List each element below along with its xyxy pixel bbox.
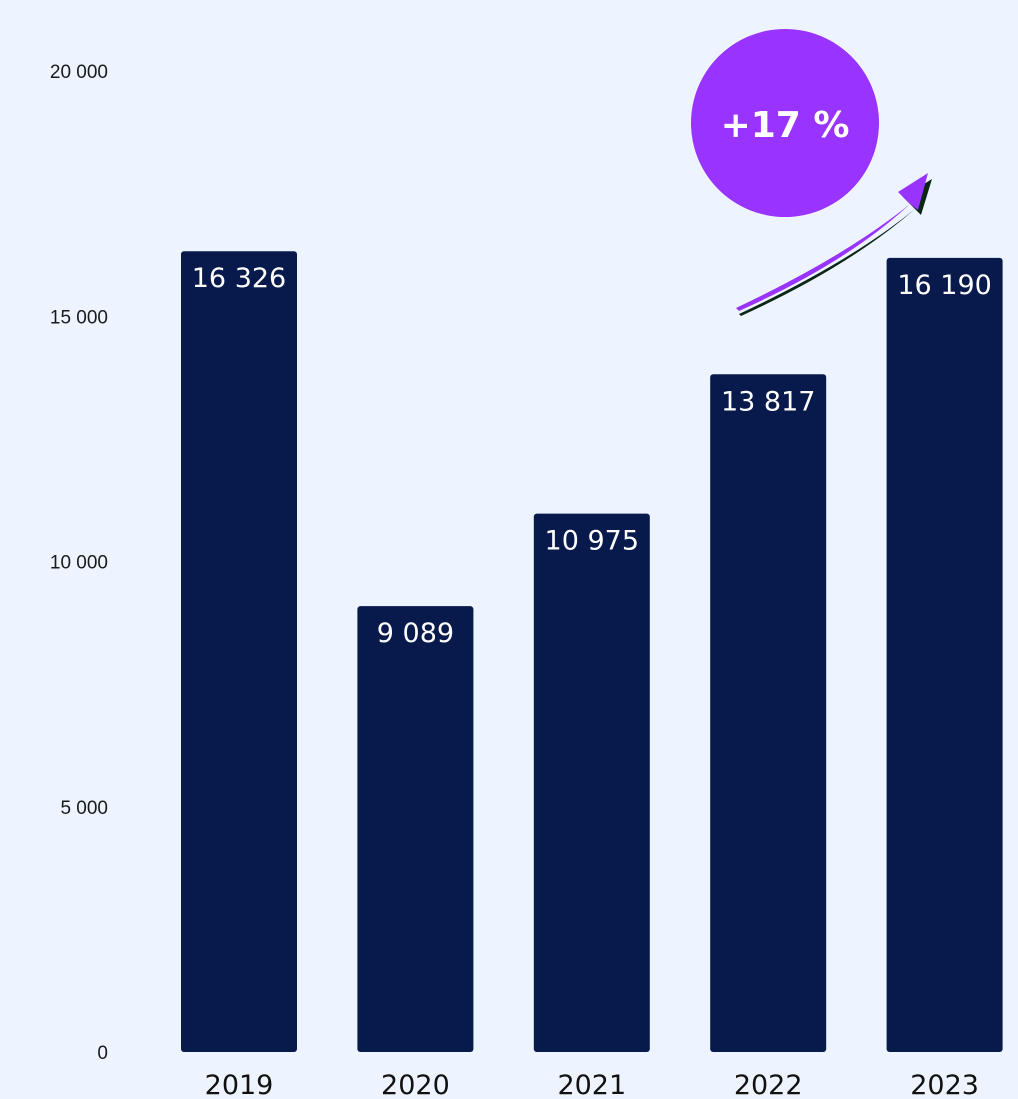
growth-badge [691, 29, 879, 217]
y-tick-label: 15 000 [50, 307, 108, 328]
growth-badge-label: +17 % [721, 105, 850, 146]
bar-value-label: 16 326 [192, 263, 286, 294]
trend-up-arrow-icon [736, 173, 932, 316]
bar-2022 [710, 374, 827, 1053]
bar-2020 [357, 606, 474, 1052]
x-tick-label: 2020 [381, 1070, 450, 1099]
y-tick-label: 10 000 [50, 553, 108, 574]
bar-value-label: 10 975 [545, 526, 639, 557]
y-axis: 0 5 000 10 000 15 000 20 000 [50, 62, 108, 1064]
trend-arrow [736, 173, 928, 311]
bar-value-label: 9 089 [377, 618, 454, 649]
bar-value-label: 13 817 [721, 386, 815, 417]
x-tick-label: 2023 [910, 1070, 979, 1099]
bar-2021 [533, 513, 650, 1052]
x-axis: 2019 2020 2021 2022 2023 [205, 1070, 979, 1099]
x-tick-label: 2019 [205, 1070, 274, 1099]
x-tick-label: 2022 [734, 1070, 803, 1099]
growth-annotation: +17 % [691, 29, 932, 316]
bar-2023 [886, 257, 1003, 1052]
y-tick-label: 0 [97, 1043, 108, 1064]
bar-2019 [181, 251, 297, 1052]
bar-series: 16 326 9 089 10 975 13 817 16 190 [181, 251, 1003, 1053]
y-tick-label: 20 000 [50, 62, 108, 83]
y-tick-label: 5 000 [60, 798, 108, 819]
x-tick-label: 2021 [557, 1070, 626, 1099]
bar-value-label: 16 190 [897, 270, 991, 301]
